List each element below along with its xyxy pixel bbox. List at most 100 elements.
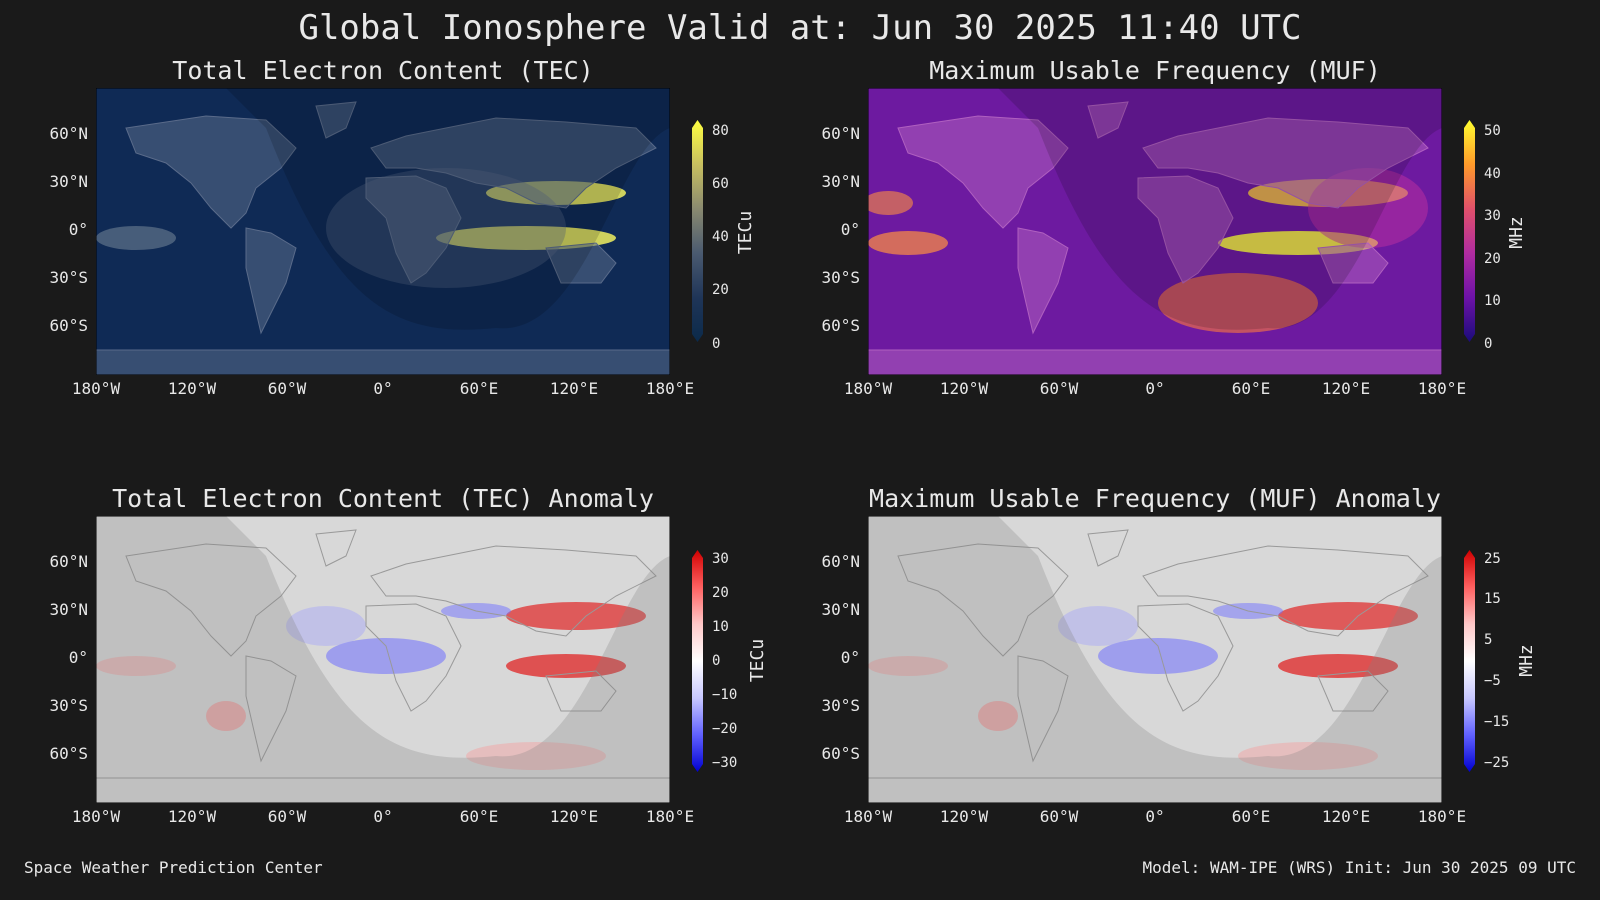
lat-label: 60°N (821, 552, 860, 571)
colorbar-tick: 50 (1484, 123, 1501, 139)
colorbar-tick: 0 (712, 336, 721, 352)
colorbar-tick: 30 (1484, 208, 1501, 224)
lon-label: 180°W (843, 379, 893, 398)
lon-label: 60°W (267, 379, 307, 398)
continent-outline (370, 545, 657, 637)
continent-outline (96, 777, 670, 803)
terminator-shade (96, 88, 670, 330)
muf-anomaly-colorbar (1464, 550, 1475, 772)
field-blob (206, 701, 246, 731)
tec-colorbar (692, 120, 703, 342)
field-blob (96, 226, 176, 250)
terminator-shade (868, 516, 1442, 803)
colorbar-tick: −30 (712, 755, 738, 771)
field-blob (96, 656, 176, 676)
lat-label: 0° (68, 220, 88, 239)
lon-label: 120°E (1321, 379, 1371, 398)
lon-label: 60°W (1039, 379, 1079, 398)
lon-label: 180°W (71, 379, 121, 398)
colorbar-tick: 20 (1484, 251, 1501, 267)
lon-label: 60°E (1231, 807, 1271, 826)
field-blob (326, 638, 446, 674)
terminator-shade (96, 516, 670, 803)
field-blob (1058, 606, 1138, 646)
colorbar-tick: −5 (1484, 673, 1501, 689)
lat-label: 30°N (821, 600, 860, 619)
colorbar-unit: MHz (1515, 644, 1537, 677)
continent-outline (315, 101, 357, 139)
lat-label: 0° (840, 220, 860, 239)
colorbar-tick: 25 (1484, 551, 1501, 567)
muf-anomaly-map (868, 516, 1442, 803)
lat-label: 30°S (821, 268, 860, 287)
colorbar-tick: 60 (712, 176, 729, 192)
lat-label: 60°S (821, 316, 860, 335)
field-blob (506, 654, 626, 678)
lat-label: 60°N (49, 552, 88, 571)
colorbar-tick: 10 (1484, 293, 1501, 309)
continent-outline (365, 175, 462, 284)
colorbar-tick: 20 (712, 282, 729, 298)
lon-label: 60°E (459, 807, 499, 826)
continent-outline (365, 603, 462, 712)
continent-outline (1142, 117, 1429, 209)
lat-label: 60°S (49, 316, 88, 335)
field-blob (506, 602, 646, 630)
continent-outline (1137, 175, 1234, 284)
lat-label: 60°S (49, 744, 88, 763)
field-blob (1278, 654, 1398, 678)
field-blob (868, 191, 913, 215)
lon-label: 180°E (645, 807, 695, 826)
continent-outline (868, 349, 1442, 375)
continent-outline (315, 529, 357, 567)
lat-label: 60°N (821, 124, 860, 143)
continent-outline (1017, 655, 1069, 763)
footer-credit: Space Weather Prediction Center (24, 858, 323, 877)
lat-label: 60°N (49, 124, 88, 143)
continent-outline (1087, 101, 1129, 139)
lon-label: 0° (1145, 807, 1165, 826)
colorbar-tick: 5 (1484, 632, 1493, 648)
colorbar-tick: −20 (712, 721, 738, 737)
field-blob (868, 656, 948, 676)
lon-label: 120°E (549, 379, 599, 398)
colorbar-unit: TECu (735, 210, 757, 255)
panel-title-tec-anomaly: Total Electron Content (TEC) Anomaly (112, 484, 654, 513)
field-blob (868, 231, 948, 255)
continent-outline (897, 115, 1069, 229)
colorbar-tick: 0 (1484, 336, 1493, 352)
field-blob (436, 226, 616, 250)
colorbar-tick: 0 (712, 653, 721, 669)
lon-label: 120°W (939, 379, 989, 398)
lon-label: 60°E (1231, 379, 1271, 398)
continent-outline (545, 242, 617, 284)
colorbar-unit: MHz (1505, 216, 1527, 249)
continent-outline (245, 227, 297, 335)
muf-colorbar (1464, 120, 1475, 342)
lon-label: 0° (1145, 379, 1165, 398)
continent-outline (1017, 227, 1069, 335)
muf-map (868, 88, 1442, 375)
footer-model-info: Model: WAM-IPE (WRS) Init: Jun 30 2025 0… (1142, 858, 1576, 877)
main-title: Global Ionosphere Valid at: Jun 30 2025 … (298, 8, 1302, 48)
lon-label: 120°E (549, 807, 599, 826)
colorbar-tick: 10 (712, 619, 729, 635)
colorbar-unit: TECu (747, 638, 769, 683)
continent-outline (1317, 242, 1389, 284)
terminator-shade (868, 88, 1442, 330)
colorbar-tick: 20 (712, 585, 729, 601)
tec-anomaly-colorbar (692, 550, 703, 772)
lon-label: 0° (373, 807, 393, 826)
panel-title-muf-anomaly: Maximum Usable Frequency (MUF) Anomaly (869, 484, 1441, 513)
tec-anomaly-map (96, 516, 670, 803)
lat-label: 30°N (821, 172, 860, 191)
continent-outline (245, 655, 297, 763)
lon-label: 0° (373, 379, 393, 398)
lon-label: 120°E (1321, 807, 1371, 826)
lon-label: 60°W (267, 807, 307, 826)
colorbar-tick: 40 (1484, 166, 1501, 182)
field-blob (1278, 602, 1418, 630)
field-blob (1158, 273, 1318, 333)
lat-label: 60°S (821, 744, 860, 763)
lat-label: 30°N (49, 600, 88, 619)
